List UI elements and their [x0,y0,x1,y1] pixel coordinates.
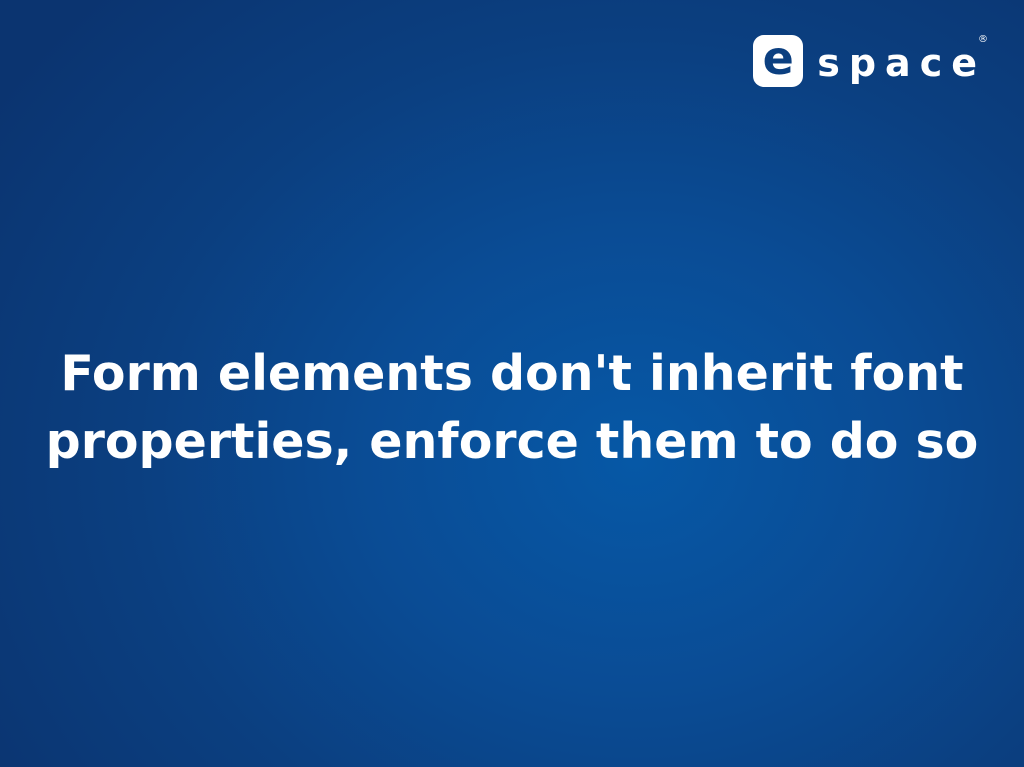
logo-e-badge: e [753,31,804,87]
slide-title-line-2: properties, enforce them to do so [45,413,979,470]
slide-title: Form elements don't inherit font propert… [0,340,1024,476]
slide-title-line-1: Form elements don't inherit font [60,345,964,402]
logo-wordmark: space [817,41,986,85]
registered-mark: ® [978,34,988,45]
espace-logo: e space ® [753,31,988,90]
logo-e-letter: e [762,31,794,85]
